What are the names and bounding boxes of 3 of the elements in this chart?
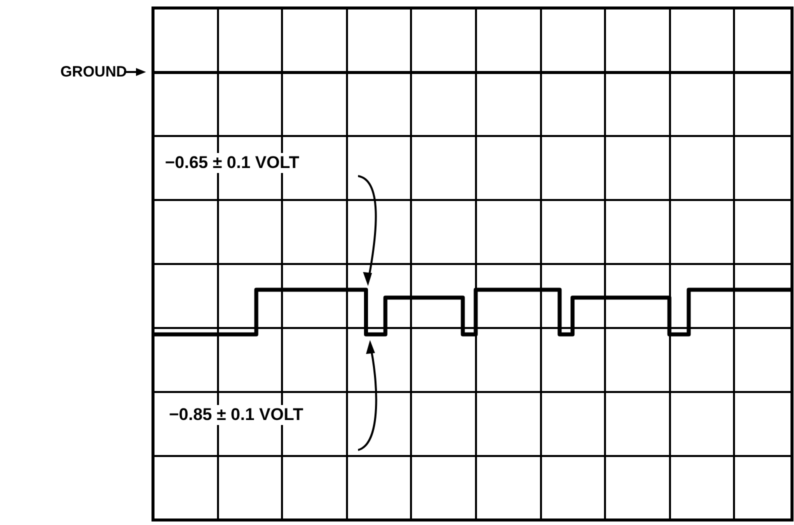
annotation: −0.65 ± 0.1 VOLT bbox=[163, 153, 302, 173]
text: −0.85 ± 0.1 VOLT bbox=[167, 405, 306, 425]
ref-line-label: GROUND bbox=[60, 64, 128, 80]
